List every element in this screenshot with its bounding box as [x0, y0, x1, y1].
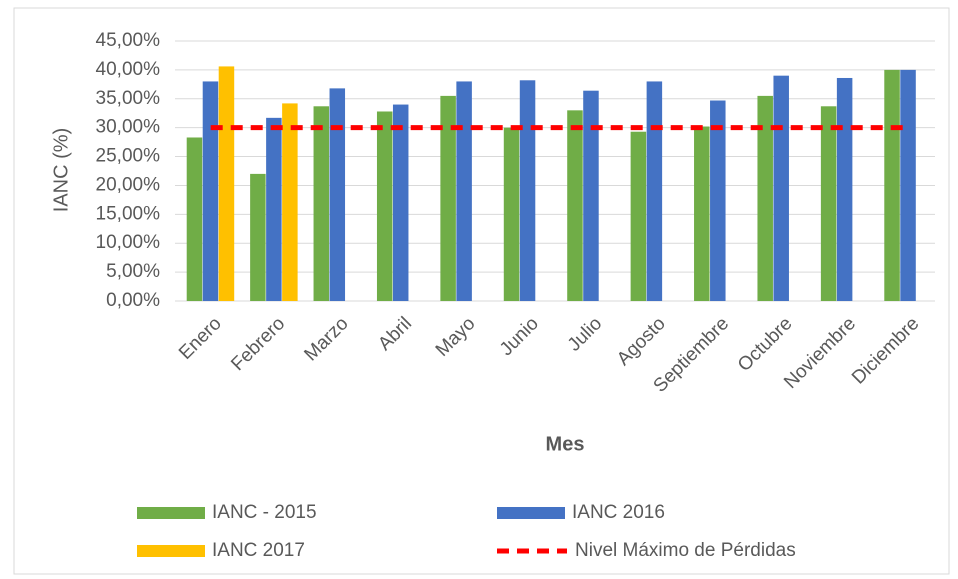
legend-swatch: [137, 545, 205, 557]
bar: [519, 80, 536, 302]
bar: [266, 117, 282, 301]
legend-label: IANC - 2015: [212, 502, 317, 523]
y-tick-label: 0,00%: [106, 290, 160, 311]
y-tick-label: 45,00%: [96, 30, 161, 51]
bar: [836, 77, 853, 301]
bar: [694, 126, 710, 301]
legend-label: Nivel Máximo de Pérdidas: [575, 540, 796, 561]
bar: [392, 104, 409, 301]
x-axis-title: Mes: [546, 433, 585, 455]
bar: [313, 106, 330, 302]
y-tick-label: 25,00%: [96, 146, 161, 167]
bar: [567, 110, 583, 301]
y-tick-label: 30,00%: [96, 117, 161, 138]
bar: [202, 81, 219, 301]
bar: [900, 69, 916, 301]
chart-border: [13, 7, 950, 575]
y-tick-label: 5,00%: [106, 261, 160, 282]
bar: [218, 66, 235, 301]
y-tick-label: 35,00%: [96, 88, 161, 109]
bar: [503, 127, 520, 302]
y-tick-label: 15,00%: [96, 203, 161, 224]
bar: [820, 106, 837, 302]
bar: [757, 95, 773, 301]
bar: [710, 100, 726, 301]
y-tick-label: 10,00%: [96, 232, 161, 253]
y-tick-label: 40,00%: [96, 59, 161, 80]
bar: [884, 69, 900, 301]
legend-label: IANC 2016: [572, 502, 665, 523]
legend-swatch: [497, 507, 565, 519]
bar: [376, 111, 393, 301]
bar: [329, 88, 346, 301]
bar: [186, 137, 203, 301]
bar: [456, 81, 472, 301]
legend-label: IANC 2017: [212, 540, 305, 561]
bar: [282, 103, 298, 302]
y-tick-label: 20,00%: [96, 174, 161, 195]
legend-swatch: [137, 507, 205, 519]
bar: [583, 90, 599, 301]
bar: [646, 81, 663, 301]
bar: [773, 75, 789, 302]
bar: [440, 95, 456, 301]
bar: [250, 173, 266, 301]
y-axis-title: IANC (%): [50, 128, 72, 212]
bar: [630, 131, 647, 301]
